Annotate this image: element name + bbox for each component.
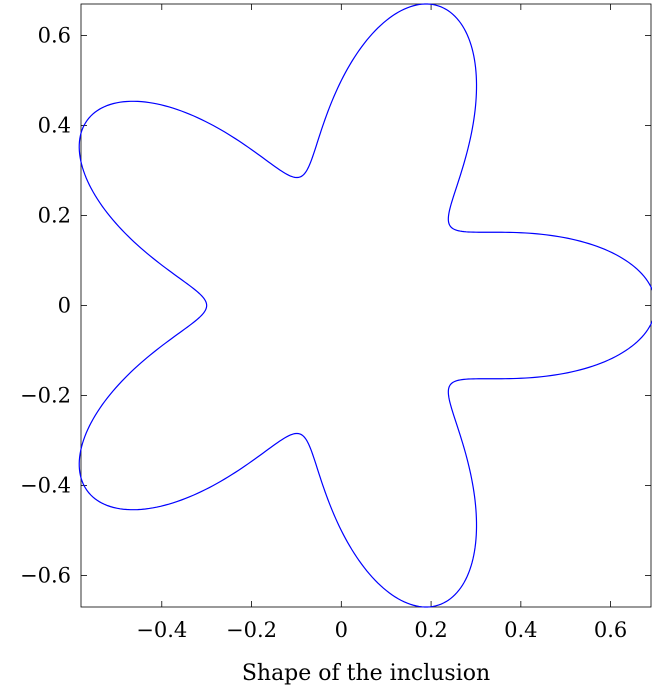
x-tick-label: −0.2 [226, 618, 277, 642]
y-tick-label: 0.2 [38, 204, 71, 228]
x-tick-label: 0 [335, 618, 348, 642]
x-tick-label: −0.4 [136, 618, 187, 642]
y-axis-ticks: −0.6 −0.4 −0.2 0 0.2 0.4 0.6 [20, 24, 651, 588]
x-axis-title: Shape of the inclusion [242, 661, 490, 686]
plot-area: −0.4 −0.2 0 0.2 0.4 0.6 −0.6 −0.4 −0.2 0 0.2 0.4 0.… [20, 3, 652, 642]
x-tick-label: 0.6 [594, 618, 627, 642]
y-tick-label: −0.4 [20, 474, 71, 498]
y-tick-label: 0 [58, 294, 71, 318]
x-axis-ticks: −0.4 −0.2 0 0.2 0.4 0.6 [136, 4, 627, 642]
y-tick-label: 0.4 [38, 114, 71, 138]
y-tick-label: −0.2 [20, 384, 71, 408]
y-tick-label: −0.6 [20, 564, 71, 588]
inclusion-curve [78, 3, 652, 608]
y-tick-label: 0.6 [38, 24, 71, 48]
axes-frame [80, 3, 652, 608]
x-tick-label: 0.2 [414, 618, 447, 642]
x-tick-label: 0.4 [504, 618, 537, 642]
